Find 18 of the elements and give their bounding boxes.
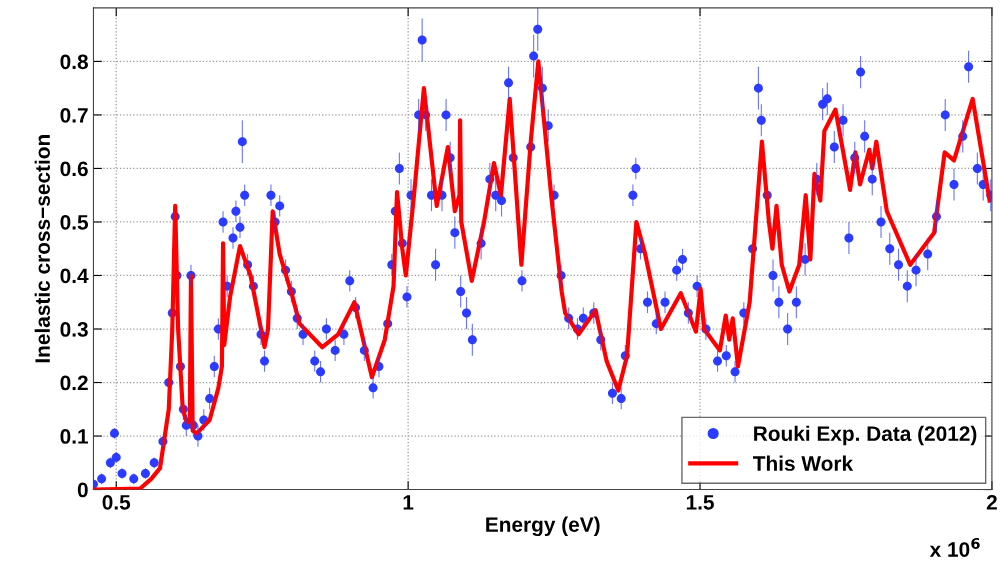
y-tick-label: 0.4 [60,268,89,284]
y-axis-title: Inelastic cross−section [34,135,50,363]
legend-label: Rouki Exp. Data (2012) [754,425,977,446]
x-tick-label: 2 [986,494,997,510]
x-tick-label: 1.5 [686,495,714,510]
y-tick-label: 0.3 [60,322,88,337]
y-tick-label: 0.5 [60,214,89,230]
x-axis-title: Energy (eV) [486,516,600,537]
y-tick-label: 0.6 [60,161,88,177]
x-tick-label: 1 [403,495,414,510]
y-tick-label: 0 [77,482,88,498]
text: x 10$^{6}$ [929,537,980,557]
x-tick-label: 0.5 [102,494,131,510]
y-tick-label: 0.1 [60,429,89,444]
y-tick-label: 0.2 [60,375,88,391]
legend-label: This Work [752,455,854,471]
y-tick-label: 0.7 [60,107,88,123]
y-tick-label: 0.8 [60,54,88,70]
